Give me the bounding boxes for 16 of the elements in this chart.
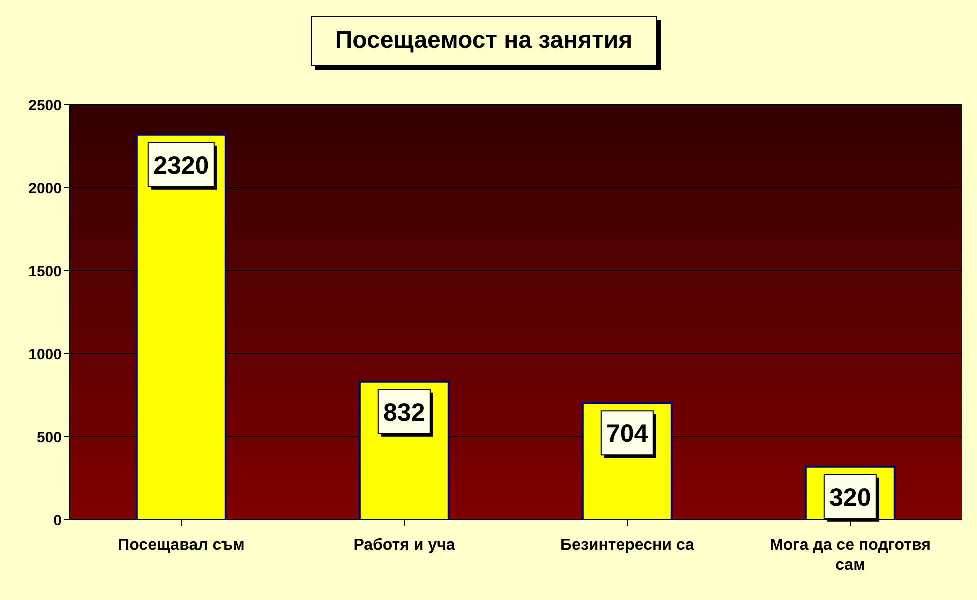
y-tick-label: 2000 xyxy=(28,180,62,198)
x-tick-label: Посещавал съм xyxy=(118,537,245,554)
bar xyxy=(136,134,227,520)
x-tick-label: Мога да се подготвя сам xyxy=(770,537,931,574)
data-label: 704 xyxy=(606,420,648,448)
y-tick-label: 2500 xyxy=(28,97,62,114)
data-label: 832 xyxy=(384,398,426,427)
data-label: 320 xyxy=(830,484,872,512)
chart-title: Посещаемост на занятия xyxy=(335,27,633,55)
y-tick-label: 1500 xyxy=(28,263,62,280)
y-tick-label: 1000 xyxy=(28,346,62,364)
x-tick-label: Работя и уча xyxy=(354,537,456,554)
y-tick-label: 0 xyxy=(54,512,62,530)
data-label: 2320 xyxy=(154,152,210,180)
y-tick-label: 500 xyxy=(36,429,62,446)
x-tick-label: Безинтересни са xyxy=(560,537,695,554)
